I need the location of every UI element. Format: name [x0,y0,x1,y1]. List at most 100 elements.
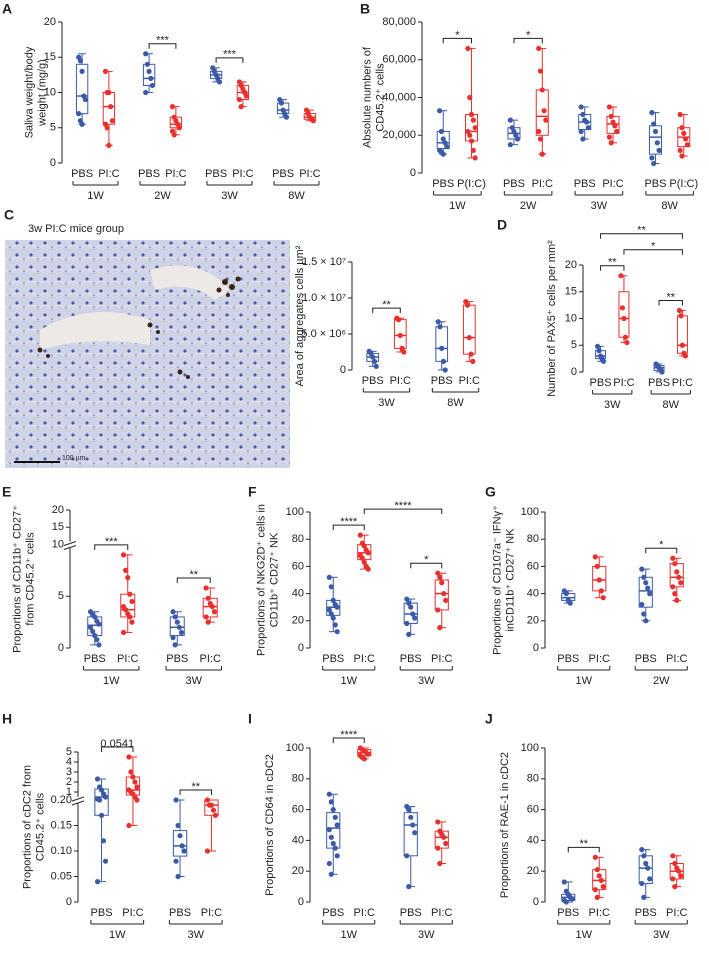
data-point [676,868,682,874]
week-label: 3W [418,929,435,941]
data-point [401,349,407,355]
data-point [108,104,114,110]
data-point [175,873,181,880]
y-tick-label: 0 [298,896,304,908]
histology-image [5,240,290,468]
data-point [173,797,179,803]
y-tick-label: 60 [527,560,539,572]
data-point [283,114,290,120]
data-point [624,339,630,346]
data-point [109,118,115,124]
data-point [128,769,134,775]
data-point [677,147,683,153]
y-tick-label: 20 [44,16,56,28]
data-point [676,307,683,314]
data-point [592,887,598,893]
week-label: 8W [447,397,464,409]
data-point [561,879,567,885]
group-label: P(I:C) [669,178,698,190]
week-label: 3W [378,397,395,409]
data-point [563,591,569,597]
box [435,326,449,362]
data-point [82,96,89,103]
y-tick-label: 80 [292,533,304,545]
data-point [204,848,211,854]
data-point [670,853,676,859]
data-point [536,45,542,52]
data-point [608,113,614,119]
data-point [470,147,476,153]
y-tick-label: 4 [66,756,72,768]
data-point [608,140,614,146]
y-tick-label: 60 [292,560,304,572]
tissue-duct [150,265,230,300]
data-point [639,847,645,853]
significance-label: 0.0541 [100,738,134,750]
data-point [600,595,606,601]
y-tick-label: 0.10 [51,845,72,857]
y-tick-label: 60,000 [382,54,416,66]
data-point [439,580,445,586]
data-point [606,104,613,110]
data-point [328,799,334,805]
significance-bracket [372,307,401,314]
panel-letter: G [485,484,496,500]
data-point [645,865,651,871]
group-label: PBS [362,375,384,387]
data-point [444,143,450,150]
group-label: PI:C [117,653,138,665]
data-point [600,358,607,364]
y-tick-label: 5 [50,122,56,134]
data-point [106,89,112,96]
data-point [651,160,657,167]
data-point [120,629,127,636]
data-point [614,128,620,135]
data-point [144,61,150,67]
data-point [472,155,478,161]
y-tick-label: 0 [50,157,56,169]
data-point [104,125,110,131]
image-title: 3w PI:C mice group [28,223,124,235]
data-point [606,134,613,140]
y-tick-label: 80 [292,773,304,785]
data-point [126,754,132,760]
y-tick-label: 0.20 [51,794,72,806]
data-point [243,93,249,99]
y-tick-label: 0 [410,167,416,179]
group-label: PI:C [532,178,553,190]
y-tick-label: 0.05 [51,870,72,882]
data-point [435,319,441,325]
data-point [659,369,665,375]
data-point [670,876,676,882]
data-point [177,833,183,839]
data-point [440,358,447,364]
data-point [676,574,682,580]
data-point [468,351,474,357]
week-label: 3W [604,399,621,411]
y-tick-label: 0 [58,642,64,654]
data-point [332,622,338,628]
data-point [672,860,678,867]
data-point [203,614,209,620]
data-point [148,75,154,81]
data-point [467,94,473,101]
week-label: 1W [341,675,358,687]
group-label: PI:C [98,168,119,180]
y-tick-label: 0 [298,642,304,654]
data-point [330,807,336,813]
data-point [334,629,340,635]
axis-break [71,800,85,806]
data-point [120,552,127,558]
data-point [123,607,129,613]
week-label: 2W [653,675,670,687]
data-point [406,807,412,813]
y-axis-title: from CD45.2⁺ cells [24,532,36,626]
data-point [583,119,590,125]
group-label: PI:C [354,907,375,919]
significance-label: **** [394,500,412,512]
data-point [328,584,334,590]
y-tick-label: 5 [66,746,72,758]
data-point [596,577,602,583]
data-point [127,591,133,597]
